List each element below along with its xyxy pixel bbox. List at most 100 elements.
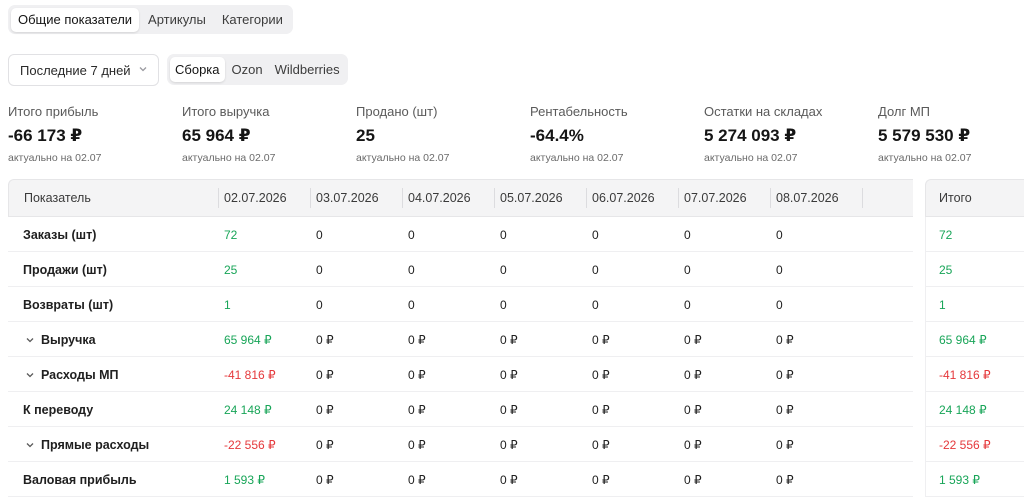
column-divider [310, 188, 311, 208]
table-cell: 0 [684, 262, 691, 277]
column-divider [494, 188, 495, 208]
kpi-card: Продано (шт) 25 актуально на 02.07 [356, 104, 526, 164]
row-divider [8, 461, 913, 462]
kpi-note: актуально на 02.07 [704, 152, 798, 164]
source-tab-1[interactable]: Ozon [231, 62, 263, 77]
kpi-value: 65 964 ₽ [182, 126, 251, 145]
row-label-text: Заказы (шт) [23, 227, 97, 242]
table-cell-total: -41 816 ₽ [939, 367, 991, 382]
table-cell: 0 ₽ [500, 402, 518, 417]
table-cell-total: 72 [939, 227, 953, 242]
kpi-value: -66 173 ₽ [8, 126, 83, 145]
kpi-label: Долг МП [878, 104, 931, 119]
table-cell: 65 964 ₽ [224, 332, 272, 347]
kpi-card: Итого прибыль -66 173 ₽ актуально на 02.07 [8, 104, 178, 164]
row-label[interactable]: Выручка [23, 322, 96, 357]
kpi-card: Остатки на складах 5 274 093 ₽ актуально н… [704, 104, 874, 164]
table-cell: 0 ₽ [592, 367, 610, 382]
table-cell: 0 [500, 227, 507, 242]
row-divider [8, 426, 913, 427]
row-label: Валовая прибыль [23, 462, 137, 497]
table-row: Заказы (шт) 72 0 0 0 0 0 0 72 [8, 217, 1024, 252]
table-cell: 0 ₽ [500, 367, 518, 382]
row-divider [925, 426, 1024, 427]
table-cell: 0 [316, 262, 323, 277]
source-tab-0[interactable]: Сборка [170, 57, 225, 82]
chevron-down-icon[interactable] [24, 439, 36, 451]
row-label[interactable]: Прямые расходы [23, 427, 149, 462]
table-header-total: Итого [925, 179, 1024, 217]
table-cell: 0 [776, 262, 783, 277]
table-cell: 0 [592, 227, 599, 242]
table-cell: 0 ₽ [592, 332, 610, 347]
table-cell: 0 ₽ [776, 402, 794, 417]
row-label[interactable]: Расходы МП [23, 357, 119, 392]
table-cell: 24 148 ₽ [224, 402, 272, 417]
kpi-note: актуально на 02.07 [530, 152, 624, 164]
table-cell: 0 [408, 297, 415, 312]
table-cell: 72 [224, 227, 238, 242]
tab-0[interactable]: Общие показатели [11, 7, 140, 32]
source-tab-2[interactable]: Wildberries [274, 62, 340, 77]
table-cell: 0 [500, 262, 507, 277]
table-cell: 0 [592, 262, 599, 277]
table-cell: 0 [684, 297, 691, 312]
kpi-value: 5 579 530 ₽ [878, 126, 971, 145]
period-select[interactable]: Последние 7 дней [8, 54, 159, 86]
row-label: К переводу [23, 392, 93, 427]
table-cell: 0 ₽ [408, 472, 426, 487]
table-row: Прямые расходы -22 556 ₽ 0 ₽ 0 ₽ 0 ₽ 0 ₽ 0 ₽ 0 … [8, 427, 1024, 462]
table-row: К переводу 24 148 ₽ 0 ₽ 0 ₽ 0 ₽ 0 ₽ 0 ₽ 0 ₽ 24 1… [8, 392, 1024, 427]
table-cell: 0 ₽ [500, 472, 518, 487]
row-divider [8, 356, 913, 357]
table-cell-total: 1 [939, 297, 946, 312]
kpi-label: Рентабельность [530, 104, 628, 119]
table-cell: 0 ₽ [316, 367, 334, 382]
column-header-date[interactable]: 07.07.2026 [684, 191, 747, 205]
table-cell: 0 ₽ [500, 437, 518, 452]
table-cell: -22 556 ₽ [224, 437, 276, 452]
table-cell: 0 [776, 227, 783, 242]
table-cell: 0 ₽ [684, 402, 702, 417]
tab-2[interactable]: Категории [221, 12, 283, 27]
table-cell: 0 [776, 297, 783, 312]
row-label-text: Расходы МП [41, 367, 119, 382]
table-cell: 0 ₽ [776, 472, 794, 487]
row-divider [925, 391, 1024, 392]
kpi-label: Продано (шт) [356, 104, 438, 119]
table-row: Продажи (шт) 25 0 0 0 0 0 0 25 [8, 252, 1024, 287]
row-label: Заказы (шт) [23, 217, 96, 252]
total-column-edge [925, 427, 926, 462]
table-cell-total: 65 964 ₽ [939, 332, 987, 347]
column-divider [402, 188, 403, 208]
column-header-date[interactable]: 03.07.2026 [316, 191, 379, 205]
table-cell-total: 25 [939, 262, 953, 277]
chevron-down-icon[interactable] [24, 334, 36, 346]
metrics-table: Показатель 02.07.2026 03.07.2026 04.07.2026… [8, 179, 1024, 497]
table-cell: 0 ₽ [316, 332, 334, 347]
table-cell: 0 ₽ [684, 367, 702, 382]
column-header-date[interactable]: 06.07.2026 [592, 191, 655, 205]
table-cell: 0 ₽ [776, 332, 794, 347]
table-cell-total: -22 556 ₽ [939, 437, 991, 452]
chevron-down-icon[interactable] [24, 369, 36, 381]
kpi-note: актуально на 02.07 [8, 152, 102, 164]
table-cell: 0 ₽ [316, 402, 334, 417]
source-tabs: Сборка Ozon Wildberries [167, 54, 348, 85]
table-cell: 0 ₽ [776, 437, 794, 452]
row-label: Возвраты (шт) [23, 287, 113, 322]
column-header-date[interactable]: 08.07.2026 [776, 191, 839, 205]
column-header-date[interactable]: 02.07.2026 [224, 191, 287, 205]
row-divider [8, 391, 913, 392]
total-column-edge [925, 287, 926, 322]
total-column-edge [925, 252, 926, 287]
column-header-date[interactable]: 04.07.2026 [408, 191, 471, 205]
table-cell: -41 816 ₽ [224, 367, 276, 382]
column-header-date[interactable]: 05.07.2026 [500, 191, 563, 205]
row-divider [925, 321, 1024, 322]
row-label-text: Продажи (шт) [23, 262, 107, 277]
kpi-card: Итого выручка 65 964 ₽ актуально на 02.07 [182, 104, 352, 164]
table-cell: 1 593 ₽ [224, 472, 265, 487]
tab-1[interactable]: Артикулы [148, 12, 206, 27]
table-cell: 0 ₽ [592, 402, 610, 417]
